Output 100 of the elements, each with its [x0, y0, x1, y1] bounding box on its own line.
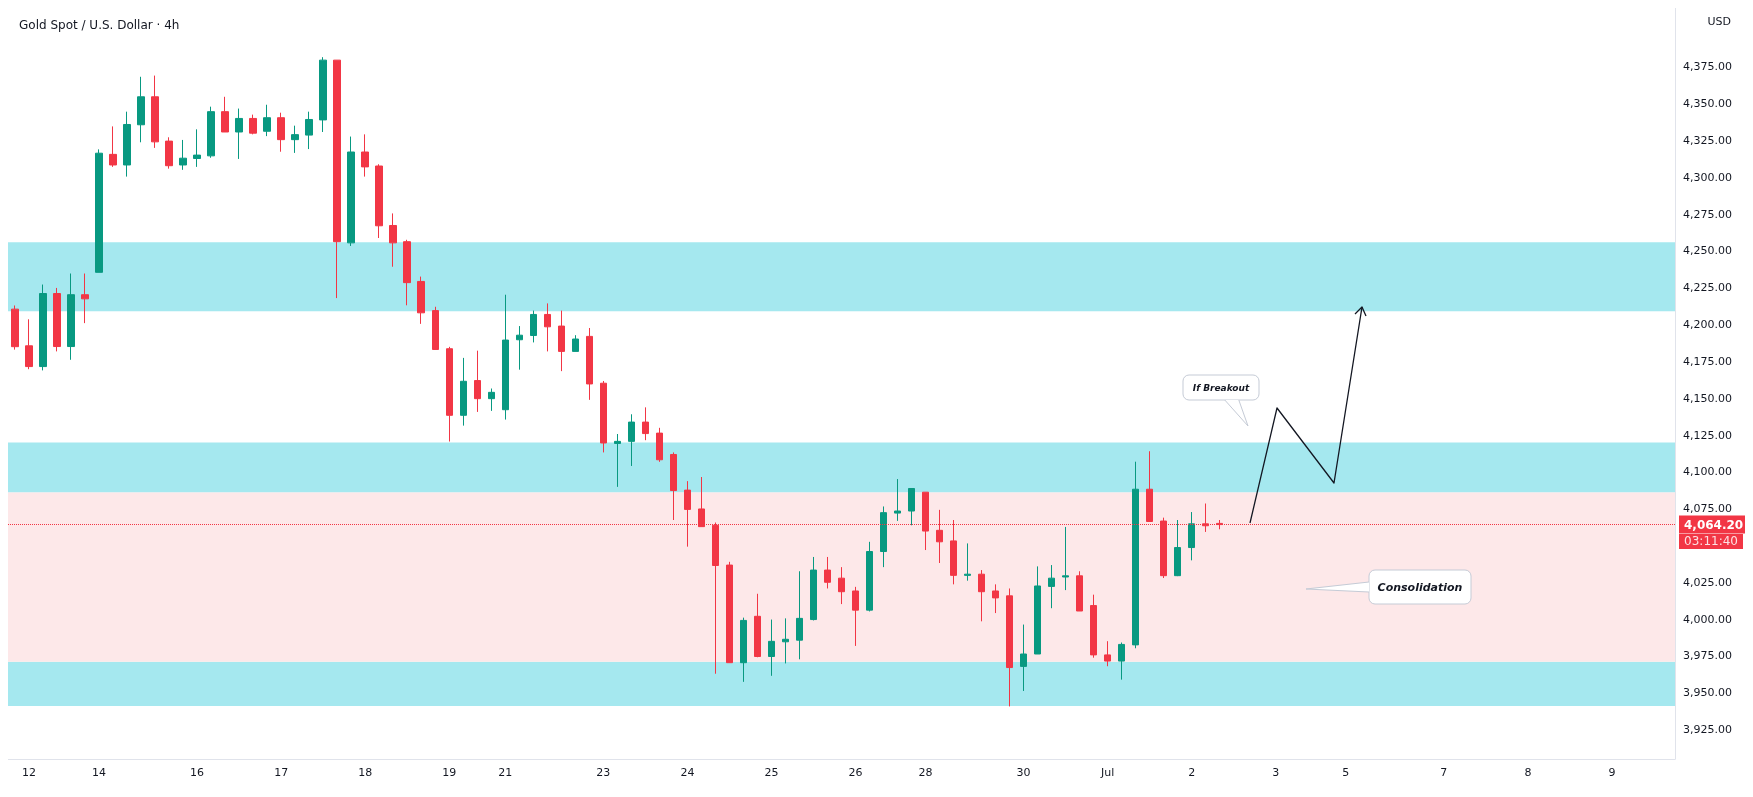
candlestick [1118, 642, 1125, 681]
candlestick [1076, 570, 1083, 612]
x-tick-label: 19 [442, 766, 457, 779]
candlestick [810, 556, 817, 621]
candlestick [1174, 519, 1181, 577]
candlestick [880, 505, 887, 568]
x-tick-label: 5 [1342, 766, 1350, 779]
y-tick-label: 4,175.00 [1683, 354, 1732, 368]
candlestick [207, 106, 215, 159]
x-tick-label: 9 [1608, 766, 1616, 779]
candlestick [277, 112, 285, 153]
y-tick-label: 4,225.00 [1683, 281, 1732, 295]
candlestick [137, 76, 145, 143]
candlestick [768, 619, 775, 677]
candlestick [361, 133, 369, 178]
candlestick [165, 136, 173, 170]
candlestick [740, 617, 747, 683]
x-tick-label: 14 [92, 766, 107, 779]
candlestick [866, 541, 873, 612]
candlestick [908, 487, 915, 526]
candlestick [796, 570, 803, 660]
candlestick [333, 59, 341, 299]
candlestick [263, 104, 271, 137]
candlestick [123, 111, 131, 178]
x-tick-label: 17 [274, 766, 289, 779]
candlestick [502, 294, 509, 421]
candlestick [530, 310, 537, 343]
candlestick [347, 136, 355, 247]
candlestick [824, 556, 831, 589]
candlestick [656, 427, 663, 463]
candlestick [558, 310, 565, 372]
x-tick-label: 18 [358, 766, 373, 779]
y-tick-label: 4,250.00 [1683, 244, 1732, 258]
candlestick [992, 583, 999, 614]
candlestick [305, 111, 313, 150]
x-tick-label: 2 [1188, 766, 1196, 779]
candlestick [474, 350, 481, 413]
y-tick-label: 4,100.00 [1683, 465, 1732, 479]
y-tick-label: 4,125.00 [1683, 428, 1732, 442]
x-tick-label: 7 [1440, 766, 1448, 779]
candlestick [726, 561, 733, 664]
candlestick [628, 413, 635, 467]
candlestick [389, 212, 397, 268]
candlestick [25, 318, 33, 370]
candlestick [670, 451, 677, 521]
y-tick-label: 4,000.00 [1683, 612, 1732, 626]
y-tick-label: 4,325.00 [1683, 134, 1732, 148]
candlestick [460, 357, 467, 427]
y-tick-label: 4,300.00 [1683, 170, 1732, 184]
candlestick [67, 273, 75, 361]
x-tick-label: 24 [680, 766, 695, 779]
candlestick [291, 125, 299, 154]
candlestick [95, 148, 103, 273]
candlestick [319, 56, 327, 133]
x-tick-label: 30 [1016, 766, 1031, 779]
y-tick-label: 3,925.00 [1683, 723, 1732, 737]
x-tick-label: 23 [596, 766, 611, 779]
candlestick [221, 96, 229, 133]
candlestick [249, 114, 257, 135]
y-tick-label: 4,350.00 [1683, 97, 1732, 111]
candlestick [488, 388, 495, 412]
candlestick [782, 617, 789, 664]
candlestick [894, 478, 901, 522]
candlestick [978, 569, 985, 622]
candlestick [600, 380, 607, 453]
candlestick [1146, 450, 1153, 522]
candlestick [235, 108, 243, 160]
candlestick [1188, 511, 1195, 561]
candlestick [964, 542, 971, 582]
candlestick [1132, 461, 1139, 649]
candlestick [179, 139, 187, 171]
candlestick [516, 325, 523, 371]
candlestick [151, 75, 159, 149]
x-tick-label: 3 [1272, 766, 1280, 779]
candlestick [39, 284, 47, 371]
ref-line-label: 4,064.20 [1684, 517, 1744, 532]
annotation: If Breakout [1183, 375, 1259, 400]
x-tick-label: 16 [190, 766, 205, 779]
y-tick-label: 4,275.00 [1683, 207, 1732, 221]
x-tick-label: 28 [918, 766, 933, 779]
candlestick [642, 406, 649, 441]
candlestick [544, 302, 551, 352]
candlestick [446, 346, 453, 443]
candlestick [572, 334, 579, 352]
y-tick-label: 3,975.00 [1683, 649, 1732, 663]
y-tick-label: 4,150.00 [1683, 391, 1732, 405]
candlestick [614, 433, 621, 488]
x-tick-label: 8 [1524, 766, 1532, 779]
y-tick-label: 4,075.00 [1683, 502, 1732, 516]
x-tick-label: 21 [498, 766, 513, 779]
x-tick-label: 12 [22, 766, 37, 779]
candlestick [81, 273, 89, 324]
text: Gold Spot / U.S. Dollar · 4h [19, 18, 180, 32]
candlestick [193, 128, 201, 168]
y-tick-label: 4,025.00 [1683, 575, 1732, 589]
y-tick-label: 3,950.00 [1683, 686, 1732, 700]
candlestick [1104, 640, 1111, 667]
text: 03:11:40 [1679, 533, 1743, 549]
x-tick-label: Jul [1100, 766, 1115, 779]
candlestick [417, 276, 425, 325]
